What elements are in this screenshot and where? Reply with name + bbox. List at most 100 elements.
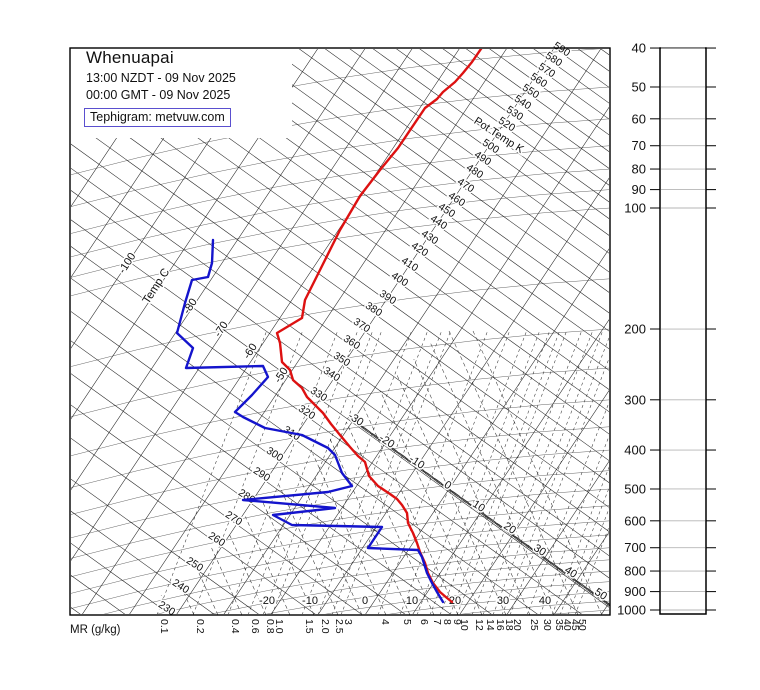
dry-adiabat-line [349,49,609,236]
pseudo-adiabat-line [472,330,603,615]
mixing-ratio-line [318,329,429,614]
mr-tick-label: 0.2 [194,619,206,634]
dry-adiabat-line [71,478,259,614]
dry-adiabat-line [555,49,609,88]
isobar-line [71,426,609,515]
theta-label: 290 [251,465,272,485]
isotherm-label-bottom: 0 [362,595,368,607]
trace-layer [175,49,483,604]
isotherm-label-bottom: -20 [259,595,275,607]
mr-tick-label: 20 [511,619,523,631]
isotherm-line [129,49,507,614]
isobar-line [71,470,609,559]
mixing-ratio-line [157,329,268,614]
mr-tick-label: 2.5 [333,619,345,634]
mr-tick-label: 30 [541,619,553,631]
isobar-line [387,591,609,614]
dry-adiabat-line [466,49,609,152]
isobar-line [71,449,609,539]
isotherm-label-bottom: 10 [406,595,418,607]
mr-tick-label: 2.0 [319,619,331,634]
isotherm-line [176,49,554,614]
dry-adiabat-line [242,49,609,314]
isobar-line [324,581,609,614]
mr-tick-label: 5 [401,619,413,625]
plot-frame [69,47,611,616]
isobar-line [71,118,609,207]
theta-label: 400 [389,270,410,290]
temp-axis-label: Temp C [141,266,173,306]
isotherm-line [318,177,609,614]
dry-adiabat-line [511,49,609,120]
mixing-ratio-line [193,329,304,614]
isotherm-label-bottom: 30 [497,595,509,607]
pseudo-adiabat-line [448,330,579,615]
isobar-line [71,399,609,488]
pseudo-adiabat-line [352,330,483,615]
wind-barb-box [659,47,707,615]
isotherm-label-upper: -70 [212,319,231,339]
isobar-line [209,559,609,614]
isobar-line [155,547,609,614]
isotherm-line [223,49,602,614]
mr-tick-label: 40 [561,619,573,631]
dry-adiabat-line [396,49,609,203]
pressure-label: 600 [624,513,646,528]
isotherm-label-diag: 20 [501,520,518,537]
mr-tick-label: 18 [503,619,515,631]
mr-tick-label: 50 [576,619,588,631]
mr-tick-label: 10 [458,619,470,631]
isobar-line [460,600,609,614]
theta-label: 340 [321,365,342,385]
isobar-line [71,488,609,577]
pseudo-adiabat-line [400,330,531,615]
mixing-ratio-line [440,329,551,614]
theta-label: 270 [223,509,244,529]
dry-adiabat-line [71,311,492,614]
mixing-ratio-line [417,329,528,614]
dry-adiabat-line [71,277,538,614]
mixing-ratio-line [502,337,609,614]
pseudo-adiabat-line [140,330,171,615]
pressure-label: 50 [632,79,646,94]
isobar-line [71,168,609,258]
pressure-label: 500 [624,481,646,496]
pressure-label: 300 [624,392,646,407]
mr-tick-label: 35 [553,619,565,631]
mixing-ratio-line [430,329,541,614]
mr-tick-label: 12 [473,619,485,631]
dry-adiabat-line [298,49,609,273]
dry-adiabat-line [71,404,362,614]
mr-tick-label: 1.5 [303,619,315,634]
theta-label: 360 [341,333,362,353]
mr-axis-label: MR (g/kg) [70,624,121,636]
isobar-line [71,367,609,456]
mixing-ratio-line [378,329,489,614]
isobar-line [71,520,609,609]
dry-adiabat-line [192,49,609,350]
mixing-ratio-line [228,329,339,614]
mixing-ratio-line [332,329,443,614]
dry-adiabat-line [442,49,609,169]
dry-adiabat-line [324,49,609,254]
mixing-ratio-line [472,329,583,614]
isobar-line [71,189,609,278]
mr-tick-label: 16 [494,619,506,631]
mixing-ratio-line [450,329,561,614]
mixing-ratio-line [341,329,452,614]
theta-label: 300 [264,445,285,465]
pressure-label: 1000 [617,603,646,618]
dry-adiabat-line [71,510,215,614]
pressure-label: 70 [632,138,646,153]
dewpoint-trace [175,238,445,604]
isotherm-line [71,49,318,420]
dry-adiabat-line [216,49,609,332]
dry-adiabat-line [372,49,609,219]
mr-tick-label: 4 [379,619,391,625]
mr-tick-label: 9 [451,619,463,625]
